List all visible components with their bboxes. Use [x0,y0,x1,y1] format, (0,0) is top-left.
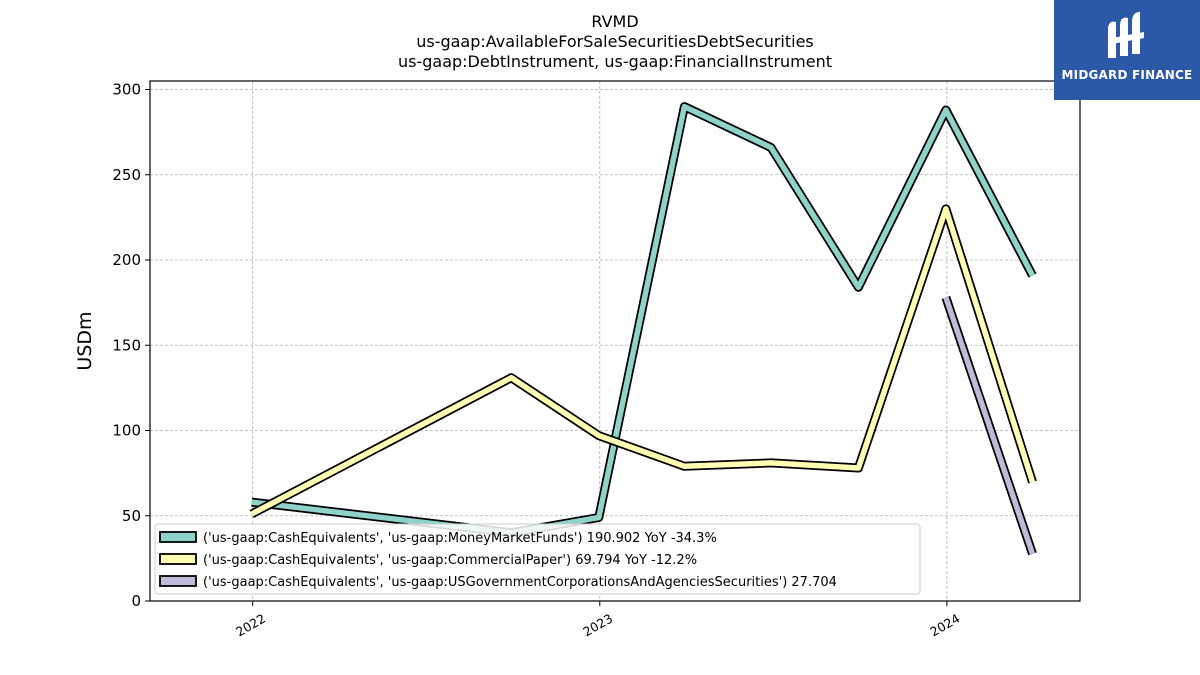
series-2-line [250,206,1036,517]
grid [150,81,1080,602]
x-tick-label: 2024 [927,611,962,640]
x-tick-label: 2022 [233,611,268,640]
legend-swatch-2 [159,553,197,565]
chart-title-line-1: RVMD [591,12,638,31]
series-3-line [943,296,1036,555]
y-tick-label: 50 [122,507,141,525]
y-tick-label: 200 [112,251,141,269]
chart-title: RVMD us-gaap:AvailableForSaleSecuritiesD… [398,12,832,71]
y-tick-label: 0 [131,592,141,610]
legend-box [154,523,921,595]
y-tick-label: 300 [112,81,141,99]
midgard-finance-logo: MIDGARD FINANCE [1054,0,1200,100]
legend: ('us-gaap:CashEquivalents', 'us-gaap:Mon… [154,523,921,595]
series-2-outline [249,204,1037,518]
chart-title-line-3: us-gaap:DebtInstrument, us-gaap:Financia… [398,52,832,71]
y-axis: 0 50 100 150 200 250 300 [112,81,150,610]
x-axis: 2022 2023 2024 [233,601,962,640]
midgard-logo-icon [1108,12,1144,58]
chart-title-line-2: us-gaap:AvailableForSaleSecuritiesDebtSe… [416,32,814,51]
legend-label-1: ('us-gaap:CashEquivalents', 'us-gaap:Mon… [203,531,717,546]
logo-text: MIDGARD FINANCE [1061,68,1193,82]
y-tick-label: 150 [112,336,141,354]
legend-label-2: ('us-gaap:CashEquivalents', 'us-gaap:Com… [203,553,697,568]
y-axis-label: USDm [74,311,96,370]
y-tick-label: 250 [112,166,141,184]
y-tick-label: 100 [112,422,141,440]
series-1-line [251,103,1035,536]
x-tick-label: 2023 [580,611,615,640]
legend-swatch-3 [159,575,197,587]
legend-swatch-1 [159,531,197,543]
series-lines [249,102,1037,556]
plot-frame [149,80,1081,602]
legend-label-3: ('us-gaap:CashEquivalents', 'us-gaap:USG… [203,575,837,590]
